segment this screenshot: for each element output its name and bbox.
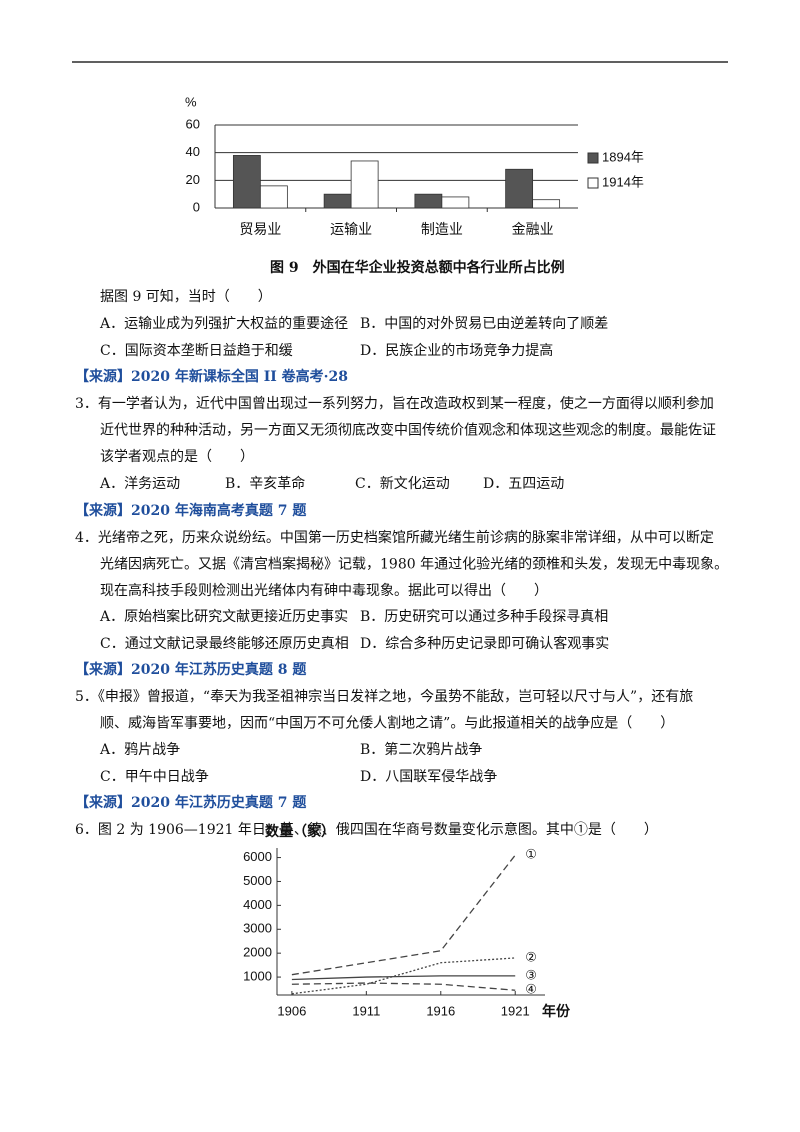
y-tick-label: 1000 [243, 969, 272, 984]
line-label: ① [525, 847, 537, 862]
figure-caption: 图 9 外国在华企业投资总额中各行业所占比例 [270, 259, 565, 276]
bar [505, 168, 534, 209]
option: D．民族企业的市场竞争力提高 [360, 342, 553, 359]
x-tick-label: 1921 [501, 1003, 530, 1018]
bar [350, 160, 379, 209]
y-tick-label: 2000 [243, 945, 272, 960]
question-stem: 4．光绪帝之死，历来众说纷纭。中国第一历史档案馆所藏光绪生前诊病的脉案非常详细，… [75, 529, 714, 546]
legend-swatch [587, 152, 599, 164]
option: C．甲午中日战争 [100, 769, 209, 785]
y-tick-label: 3000 [243, 921, 272, 936]
data-line [291, 957, 516, 995]
bar [532, 199, 561, 209]
y-tick-label: 60 [186, 116, 200, 131]
y-tick-label: 6000 [243, 849, 272, 864]
question-stem: 该学者观点的是（ ） [100, 449, 254, 465]
y-axis-label: 数量（家） [265, 823, 335, 840]
option: A．洋务运动 [99, 476, 180, 492]
question-stem: 据图 9 可知，当时（ ） [100, 288, 272, 305]
bar [414, 193, 443, 209]
y-axis-label: % [185, 94, 197, 109]
option: A．鸦片战争 [99, 741, 180, 758]
option: D．五四运动 [483, 476, 564, 492]
y-tick-label: 4000 [243, 897, 272, 912]
question-stem: 6．图 2 为 1906—1921 年日、英、德、俄四国在华商号数量变化示意图。… [75, 821, 658, 838]
option: C．新文化运动 [355, 476, 450, 492]
option: B．第二次鸦片战争 [360, 741, 482, 758]
question-stem: 近代世界的种种活动，另一方面又无须彻底改变中国传统价值观念和体现这些观念的制度。… [100, 422, 716, 439]
source: 【来源】2020 年江苏历史真题 7 题 [75, 794, 307, 811]
source: 【来源】2020 年海南高考真题 7 题 [75, 502, 307, 519]
legend-swatch [587, 177, 599, 189]
question-stem: 现在高科技手段则检测出光绪体内有砷中毒现象。据此可以得出（ ） [100, 582, 548, 599]
option: C．国际资本垄断日益趋于和缓 [100, 343, 293, 359]
option: B．辛亥革命 [225, 475, 305, 492]
bar [323, 193, 352, 209]
y-tick-label: 5000 [243, 873, 272, 888]
line-label: ② [525, 949, 537, 964]
option: D．综合多种历史记录即可确认客观事实 [360, 635, 609, 652]
option: A．原始档案比研究文献更接近历史事实 [99, 608, 348, 625]
x-tick-label: 制造业 [421, 222, 463, 238]
question-stem: 顺、威海皆军事要地，因而“中国万不可允倭人割地之请”。与此报道相关的战争应是（ … [100, 715, 674, 732]
option: C．通过文献记录最终能够还原历史真相 [100, 636, 349, 652]
legend-label: 1914年 [602, 174, 644, 189]
y-tick-label: 0 [193, 199, 200, 214]
x-tick-label: 1911 [352, 1003, 380, 1018]
line-label: ③ [525, 967, 537, 982]
question-stem: 光绪因病死亡。又据《清宫档案揭秘》记载，1980 年通过化验光绪的颈椎和头发，发… [100, 556, 728, 573]
option: B．历史研究可以通过多种手段探寻真相 [360, 608, 608, 625]
option: B．中国的对外贸易已由逆差转向了顺差 [360, 316, 608, 332]
x-tick-label: 贸易业 [239, 222, 281, 238]
x-tick-label: 金融业 [512, 222, 554, 238]
legend-label: 1894年 [602, 149, 644, 164]
x-tick-label: 运输业 [330, 222, 372, 238]
source: 【来源】2020 年新课标全国 II 卷高考·28 [75, 368, 348, 385]
y-tick-label: 20 [186, 172, 200, 187]
y-tick-label: 40 [186, 144, 200, 159]
bar [441, 196, 470, 209]
source: 【来源】2020 年江苏历史真题 8 题 [75, 661, 307, 678]
data-line [291, 982, 516, 991]
x-axis-label: 年份 [542, 1003, 571, 1020]
bar [232, 155, 261, 209]
line-label: ④ [525, 982, 537, 997]
question-stem: 5．《申报》曾报道，“奉天为我圣祖神宗当日发祥之地，今虽势不能敌，岂可轻以尺寸与… [75, 689, 693, 705]
question-stem: 3．有一学者认为，近代中国曾出现过一系列努力，旨在改造政权到某一程度，使之一方面… [75, 395, 714, 412]
option: D．八国联军侵华战争 [360, 768, 497, 785]
x-tick-label: 1916 [426, 1003, 455, 1018]
x-tick-label: 1906 [277, 1003, 306, 1018]
data-line [291, 854, 516, 976]
bar [259, 185, 288, 209]
data-line [291, 975, 516, 981]
option: A．运输业成为列强扩大权益的重要途径 [99, 315, 348, 332]
